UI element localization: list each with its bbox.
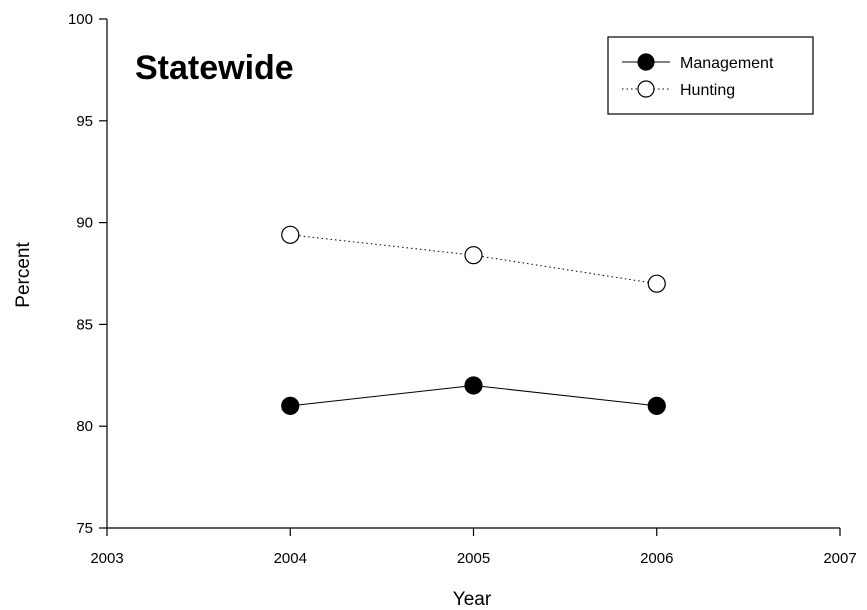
legend-label: Hunting xyxy=(680,82,735,99)
y-axis-title: Percent xyxy=(13,242,34,308)
x-tick-label: 2005 xyxy=(457,550,490,567)
x-tick-label: 2007 xyxy=(823,550,856,567)
data-point-management xyxy=(464,376,483,395)
x-tick-label: 2003 xyxy=(90,550,123,567)
legend-item-management: Management xyxy=(622,53,774,72)
data-point-management xyxy=(647,396,666,415)
x-tick-label: 2006 xyxy=(640,550,673,567)
x-axis-ticks: 2003 2004 2005 2006 2007 xyxy=(90,528,857,567)
x-axis-title: Year xyxy=(453,589,492,610)
y-tick-label: 90 xyxy=(76,215,93,232)
data-point-hunting xyxy=(464,246,483,265)
legend-box xyxy=(607,36,814,115)
data-point-hunting xyxy=(647,274,666,293)
legend: Management Hunting xyxy=(607,36,814,115)
series-management xyxy=(281,376,666,415)
y-tick-label: 95 xyxy=(76,113,93,130)
y-tick-label: 85 xyxy=(76,316,93,333)
data-point-hunting xyxy=(281,225,300,244)
y-tick-label: 75 xyxy=(76,520,93,537)
y-tick-label: 100 xyxy=(68,11,93,28)
legend-label: Management xyxy=(680,55,774,72)
legend-item-hunting: Hunting xyxy=(622,80,735,99)
legend-marker-sample xyxy=(637,80,655,98)
legend-marker-sample xyxy=(637,53,655,71)
series-layer xyxy=(281,225,666,415)
chart-title: Statewide xyxy=(135,49,294,87)
data-point-management xyxy=(281,396,300,415)
y-tick-label: 80 xyxy=(76,418,93,435)
x-tick-label: 2004 xyxy=(274,550,307,567)
y-axis-ticks: 75 80 85 90 95 100 xyxy=(68,11,107,537)
series-hunting xyxy=(281,225,666,293)
